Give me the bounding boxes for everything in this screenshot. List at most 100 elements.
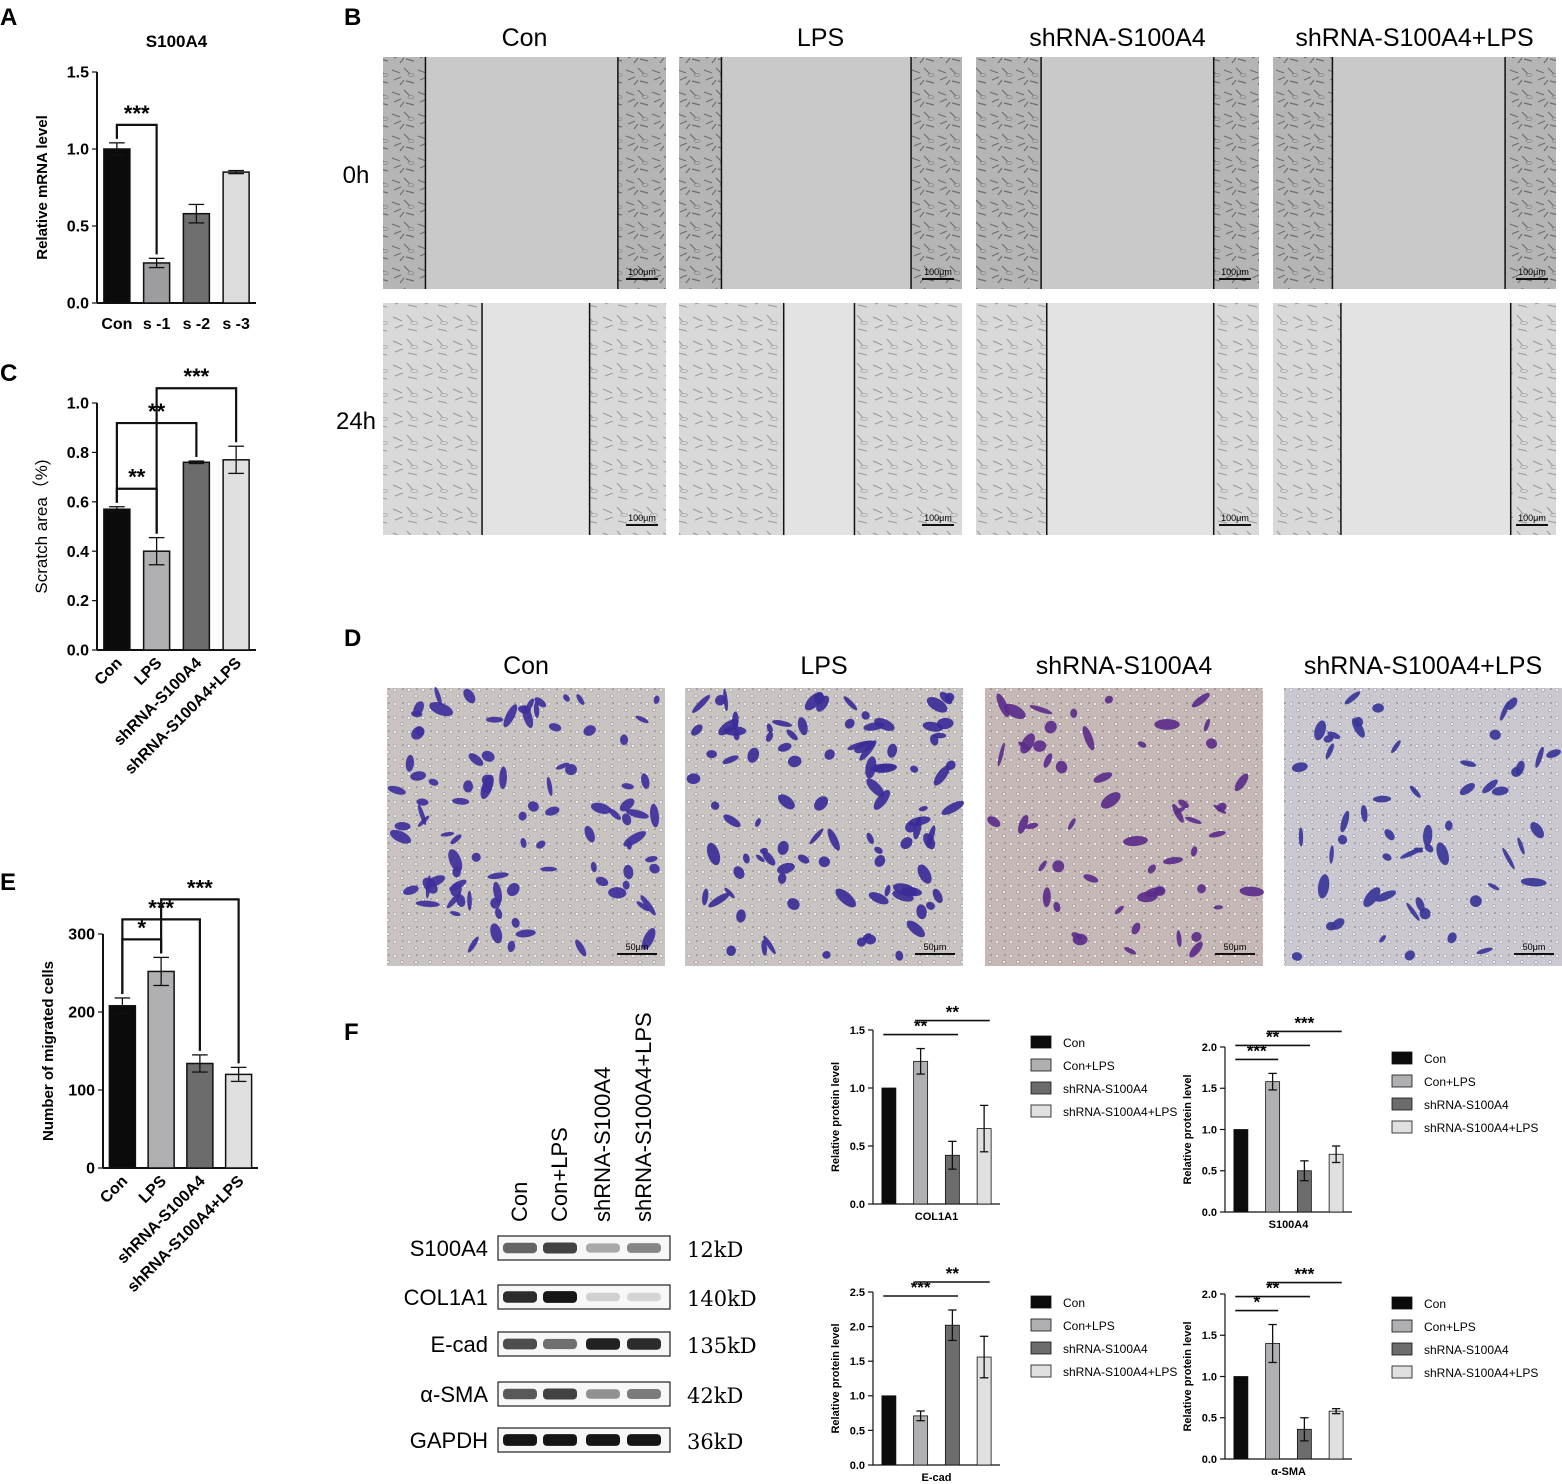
y-tick-label: 1.0 xyxy=(850,1391,865,1403)
x-tick-label: Con xyxy=(101,316,132,333)
significance-label: * xyxy=(137,915,146,940)
scratch-image-1-2: 100μm xyxy=(976,303,1259,535)
scratch-header-2: shRNA-S100A4 xyxy=(1029,24,1206,52)
chart-a: 0.0 0.5 1.0 1.5 Relative mRNA level S100A4 Con… xyxy=(34,32,256,333)
scale-bar-label: 100μm xyxy=(628,513,656,523)
x-tick-label: s -2 xyxy=(183,316,211,333)
y-tick-label: 0.0 xyxy=(850,1460,865,1472)
transwell-image-2: 50μm xyxy=(985,688,1264,966)
blot-band xyxy=(627,1243,661,1253)
y-axis-label: Relative mRNA level xyxy=(34,115,51,260)
legend-swatch xyxy=(1030,1104,1052,1118)
bar-2 xyxy=(182,461,211,651)
legend-label: Con xyxy=(1424,1052,1446,1066)
blot-band xyxy=(627,1434,661,1446)
x-axis-label: α-SMA xyxy=(1271,1466,1306,1478)
significance-label: *** xyxy=(184,364,210,389)
legend-label: Con+LPS xyxy=(1424,1320,1476,1334)
bar-0 xyxy=(108,1005,137,1169)
scale-bar-label: 100μm xyxy=(1518,513,1546,523)
transwell-header-2: shRNA-S100A4 xyxy=(1036,652,1213,680)
scratch-row-label-0: 0h xyxy=(343,162,370,189)
scale-bar-label: 50μm xyxy=(924,942,947,952)
legend-label: Con xyxy=(1424,1297,1446,1311)
transwell-header-0: Con xyxy=(503,652,549,680)
blot-band xyxy=(503,1388,537,1400)
y-tick-label: 0.5 xyxy=(1202,1166,1217,1178)
scratch-header-0: Con xyxy=(502,24,548,52)
legend-label: Con+LPS xyxy=(1063,1059,1115,1073)
bar-1 xyxy=(913,1060,929,1205)
bar-0 xyxy=(103,148,131,304)
x-tick-label: s -1 xyxy=(143,316,171,333)
y-tick-label: 1.0 xyxy=(850,1083,865,1095)
scale-bar-label: 100μm xyxy=(628,267,656,277)
y-tick-label: 0.0 xyxy=(67,296,89,313)
legend-label: shRNA-S100A4 xyxy=(1063,1342,1148,1356)
significance-bracket xyxy=(155,387,238,534)
legend-label: Con xyxy=(1063,1036,1085,1050)
blot-band xyxy=(586,1389,620,1399)
bar-0 xyxy=(103,508,131,651)
blot-protein-label-3: α-SMA xyxy=(420,1382,488,1407)
legend-swatch xyxy=(1391,1097,1413,1111)
y-tick-label: 0.0 xyxy=(850,1199,865,1211)
blot-protein-label-1: COL1A1 xyxy=(404,1285,488,1310)
legend-swatch xyxy=(1030,1295,1052,1309)
panel-letter-f: F xyxy=(344,1019,359,1046)
significance-label: *** xyxy=(1294,1013,1314,1032)
blot-size-label-0: 12kD xyxy=(687,1238,743,1262)
y-tick-label: 2.0 xyxy=(1202,1289,1217,1301)
transwell-header-1: LPS xyxy=(800,652,847,680)
bar-0 xyxy=(1233,1376,1249,1460)
legend-label: shRNA-S100A4+LPS xyxy=(1063,1105,1177,1119)
bar-3 xyxy=(222,171,250,304)
y-tick-label: 100 xyxy=(68,1083,95,1100)
y-tick-label: 200 xyxy=(68,1005,95,1022)
chart-title: S100A4 xyxy=(146,32,208,51)
bar-1 xyxy=(142,550,171,651)
bar-3 xyxy=(222,459,250,651)
significance-label: ** xyxy=(1266,1279,1280,1298)
transwell-image-3: 50μm xyxy=(1284,688,1562,966)
blot-band xyxy=(543,1291,577,1303)
y-tick-label: 2.0 xyxy=(1202,1042,1217,1054)
y-tick-label: 1.5 xyxy=(850,1356,865,1368)
scale-bar-label: 50μm xyxy=(626,942,649,952)
y-tick-label: 0.6 xyxy=(67,494,89,511)
scratch-image-0-2: 100μm xyxy=(976,57,1259,289)
blot-lane-label-2: shRNA-S100A4 xyxy=(590,1067,615,1222)
y-axis-label: Relative protein level xyxy=(1182,1321,1194,1431)
bar-1 xyxy=(147,970,175,1169)
scale-bar-label: 100μm xyxy=(924,513,952,523)
blot-size-label-4: 36kD xyxy=(687,1430,743,1454)
significance-label: ** xyxy=(914,1017,928,1036)
blot-strip-0 xyxy=(497,1235,671,1261)
blot-band xyxy=(627,1389,661,1399)
y-tick-label: 1.0 xyxy=(1202,1371,1217,1383)
blot-strip-1 xyxy=(497,1284,671,1310)
y-tick-label: 0.5 xyxy=(850,1425,865,1437)
bar-1 xyxy=(142,262,171,304)
legend-swatch xyxy=(1030,1364,1052,1378)
x-tick-label: Con xyxy=(97,1173,131,1207)
chart-f4: 0.0 0.5 1.0 1.5 2.0 Relative protein level α-S… xyxy=(1182,1265,1538,1478)
y-tick-label: 2.0 xyxy=(850,1321,865,1333)
blot-size-label-1: 140kD xyxy=(687,1287,757,1311)
y-axis-label: Relative protein level xyxy=(830,1062,842,1172)
legend-swatch xyxy=(1030,1341,1052,1355)
blot-band xyxy=(543,1434,577,1446)
significance-label: *** xyxy=(124,101,150,126)
blot-protein-label-2: E-cad xyxy=(431,1332,488,1357)
transwell-header-3: shRNA-S100A4+LPS xyxy=(1304,652,1542,680)
x-axis-label: COL1A1 xyxy=(915,1211,958,1223)
y-tick-label: 0.5 xyxy=(850,1141,865,1153)
blot-band xyxy=(586,1292,620,1302)
bar-2 xyxy=(944,1324,960,1466)
blot-strip-3 xyxy=(497,1381,671,1407)
blot-lane-label-3: shRNA-S100A4+LPS xyxy=(631,1012,656,1222)
x-tick-label: LPS xyxy=(131,655,165,689)
transwell-image-0: 50μm xyxy=(387,687,665,966)
legend-swatch xyxy=(1030,1058,1052,1072)
